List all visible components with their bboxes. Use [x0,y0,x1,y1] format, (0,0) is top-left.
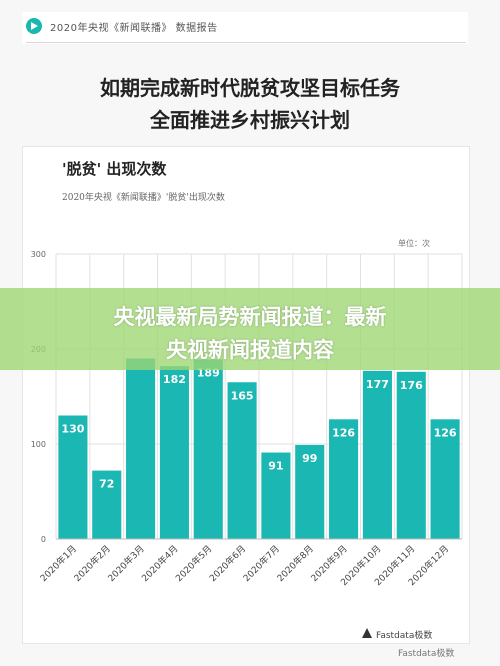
bar-value-label: 182 [163,373,186,386]
bar-6 [227,382,257,539]
source-watermark: Fastdata极数 [398,649,455,659]
logo-icon [362,628,372,638]
bar-value-label: 126 [434,426,457,439]
bar-value-label: 177 [366,378,389,391]
brand-logo: Fastdata极数 [376,631,433,641]
overlay-headline-line-2: 央视新闻报道内容 [166,338,334,362]
bar-value-label: 91 [268,460,283,473]
bar-3 [126,358,156,539]
play-icon [26,18,42,34]
y-tick-label: 300 [31,250,46,259]
y-tick-label: 0 [41,535,46,544]
bar-2 [92,470,122,539]
bar-4 [159,366,189,539]
bar-value-label: 130 [61,423,84,436]
bar-value-label: 99 [302,452,317,465]
bar-7 [261,452,291,539]
y-tick-label: 100 [31,440,46,449]
chart-title: '脱贫' 出现次数 [62,160,167,178]
bar-value-label: 165 [231,389,254,402]
headline-line-2: 全面推进乡村振兴计划 [150,108,350,132]
bar-8 [295,444,325,539]
bar-value-label: 72 [99,478,114,491]
unit-label: 单位：次 [398,239,430,248]
chart-subtitle: 2020年央视《新闻联播》'脱贫'出现次数 [62,193,225,203]
header-divider [26,42,466,43]
report-source-line: 2020年央视《新闻联播》 数据报告 [50,23,218,34]
bar-10 [362,370,392,539]
bar-12 [430,419,460,539]
bar-11 [396,371,426,539]
bar-1 [58,415,88,539]
report-header [22,12,468,44]
bar-5 [193,359,223,539]
bar-value-label: 126 [332,426,355,439]
headline-overlay-band [0,288,500,370]
bar-9 [329,419,359,539]
overlay-headline-line-1: 央视最新局势新闻报道：最新 [113,305,387,329]
headline-line-1: 如期完成新时代脱贫攻坚目标任务 [100,76,400,100]
bar-value-label: 176 [400,379,423,392]
